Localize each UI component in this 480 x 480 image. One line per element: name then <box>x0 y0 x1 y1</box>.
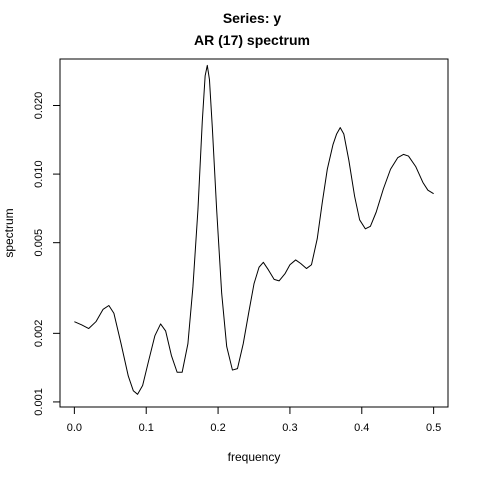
x-tick-label: 0.4 <box>354 422 369 434</box>
y-axis-label: spectrum <box>2 208 16 257</box>
x-tick-label: 0.1 <box>139 422 154 434</box>
series-layer <box>74 64 434 395</box>
x-axis-label: frequency <box>228 450 281 464</box>
y-tick-label: 0.020 <box>33 92 45 120</box>
y-tick-label: 0.010 <box>33 160 45 188</box>
x-axis: 0.0 0.1 0.2 0.3 0.4 0.5 <box>67 406 441 434</box>
y-tick-label: 0.005 <box>33 229 45 257</box>
x-tick-label: 0.0 <box>67 422 82 434</box>
x-tick-label: 0.5 <box>426 422 441 434</box>
y-tick-label: 0.001 <box>33 388 45 416</box>
x-tick-label: 0.3 <box>282 422 297 434</box>
plot-frame <box>59 58 449 408</box>
chart-title: Series: y <box>223 10 282 26</box>
x-tick-label: 0.2 <box>210 422 225 434</box>
chart-subtitle: AR (17) spectrum <box>194 32 310 48</box>
y-tick-label: 0.002 <box>33 320 45 348</box>
y-axis: 0.001 0.002 0.005 0.010 0.020 <box>33 92 61 416</box>
spectrum-line <box>74 64 434 395</box>
